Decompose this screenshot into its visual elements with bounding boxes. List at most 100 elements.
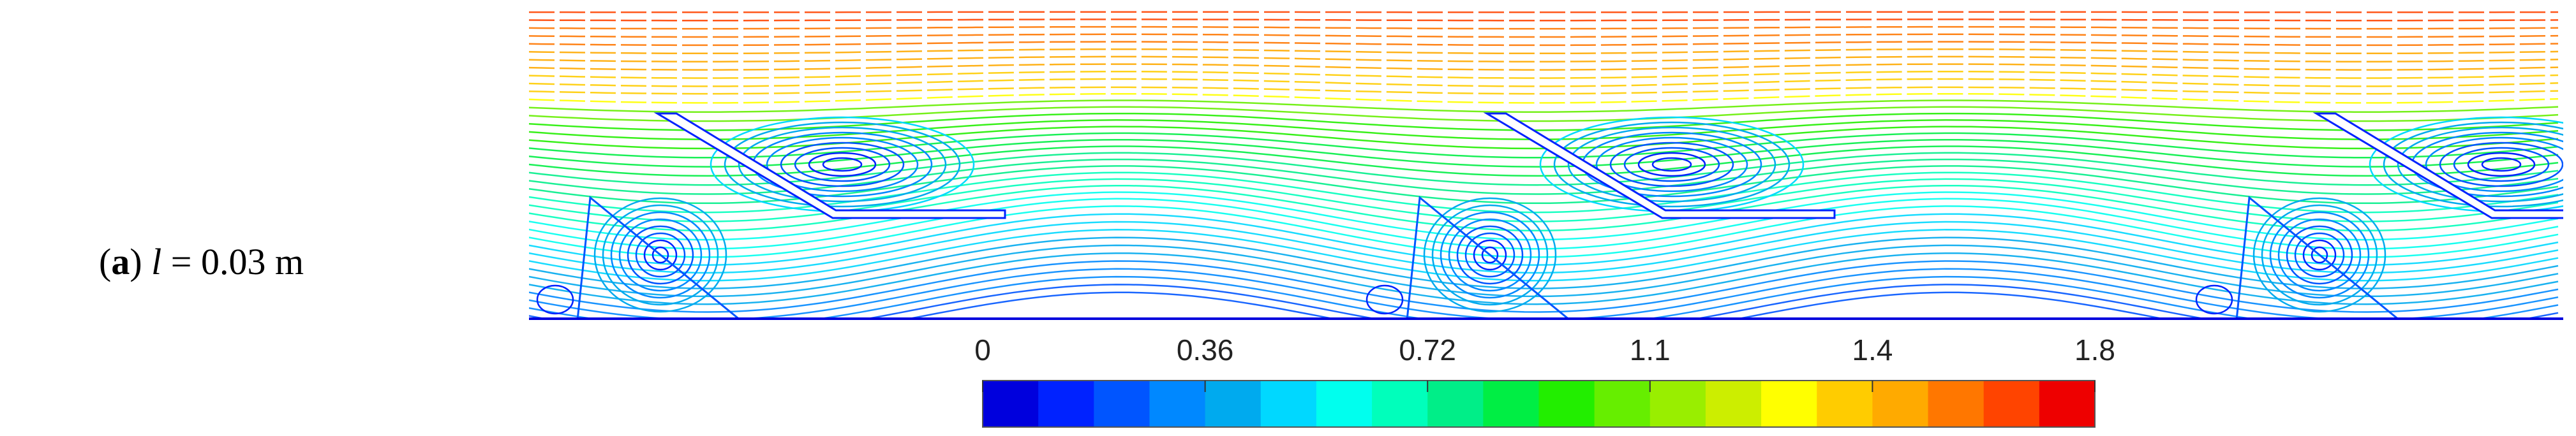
streamline (529, 191, 2559, 241)
vortex (2252, 197, 2386, 313)
vortex (635, 232, 686, 278)
colorbar-band (1817, 381, 1873, 427)
colorbar-band (1149, 381, 1206, 427)
streamline (529, 213, 2559, 266)
colorbar-band (1427, 381, 1484, 427)
colorbar: 0 0.36 0.72 1.1 1.4 1.8 (974, 333, 2115, 428)
streamline (529, 18, 2559, 22)
vortex (1637, 152, 1706, 177)
vortex (1651, 157, 1692, 172)
tick-label: 1.1 (1630, 333, 1671, 367)
colorbar-band (1205, 381, 1262, 427)
vortex (618, 218, 703, 292)
streamline (529, 138, 2559, 168)
streamline (529, 92, 2559, 104)
panel-label: (a) l = 0.03 m (99, 241, 304, 282)
vortex (2277, 218, 2362, 292)
vortex (610, 211, 711, 299)
vortex (0, 143, 74, 186)
streamline (529, 106, 2559, 122)
colorbar-band (1649, 381, 1706, 427)
vortex (2383, 121, 2563, 208)
label-part: ) (130, 241, 151, 282)
tick-label: 0.72 (1399, 333, 1456, 367)
vortex (766, 136, 919, 193)
colorbar-band (1260, 381, 1317, 427)
vortex (2269, 211, 2370, 299)
vortex (627, 225, 694, 285)
streamline (529, 63, 2559, 71)
vortex (0, 148, 60, 181)
vortex (738, 126, 947, 203)
streamline (529, 260, 2559, 313)
streamline (529, 205, 2559, 258)
baffle (653, 112, 1006, 219)
colorbar-band (1483, 381, 1539, 427)
streamline (529, 33, 2559, 38)
vortex (0, 158, 32, 171)
colorbar-band (983, 381, 1039, 427)
colorbar-band (2039, 381, 2096, 427)
vortex (0, 133, 102, 196)
streamline (529, 99, 2559, 113)
streamline (529, 11, 2559, 13)
vortex (1440, 211, 1540, 299)
vortex (1456, 225, 1524, 285)
streamline (529, 126, 2559, 150)
tick-label: 0.36 (1177, 333, 1234, 367)
vortex (1448, 218, 1532, 292)
vortex (1423, 197, 1557, 313)
vortex (2294, 232, 2345, 278)
colorbar-band (1983, 381, 2040, 427)
vortex (2261, 204, 2378, 306)
tick-label: 1.8 (2074, 333, 2115, 367)
vortex (1567, 126, 1776, 203)
colorbar-band (1038, 381, 1094, 427)
vortex (0, 153, 46, 176)
colorbar-band (1538, 381, 1595, 427)
streamline (529, 165, 2559, 205)
streamline (529, 86, 2559, 95)
colorbar-band (1761, 381, 1817, 427)
baffle (2312, 112, 2563, 219)
vortex (602, 204, 719, 306)
corner-vortex (2195, 284, 2233, 315)
baffle (1483, 112, 1836, 219)
vortex (1609, 142, 1734, 187)
colorbar-band (1594, 381, 1651, 427)
label-part: ( (99, 241, 111, 282)
vortex (794, 147, 891, 182)
vortex (1464, 232, 1515, 278)
colorbar-band (1872, 381, 1929, 427)
vortex (1623, 147, 1720, 182)
vortex (2302, 239, 2337, 271)
vortex (1481, 246, 1499, 264)
streamline (529, 244, 2559, 298)
streamline (529, 198, 2559, 250)
vortex (1473, 239, 1507, 271)
streamline (529, 78, 2559, 87)
streamline (529, 229, 2559, 282)
vortex (1553, 121, 1791, 208)
streamline (529, 252, 2559, 305)
vortex (1595, 136, 1748, 193)
corner-vortex (1366, 284, 1404, 315)
streamline (529, 71, 2559, 79)
vortex (808, 152, 877, 177)
vortex (2311, 246, 2328, 264)
vortex (822, 157, 863, 172)
vortex (2467, 152, 2536, 177)
tick-label: 1.4 (1852, 333, 1893, 367)
streamline (529, 275, 2559, 320)
vortex (0, 117, 144, 212)
bump (1406, 196, 1572, 320)
colorbar-frame (982, 380, 2096, 428)
vortex (2453, 147, 2550, 182)
label-part: a (111, 241, 130, 282)
vortex (0, 122, 130, 207)
streamline (529, 171, 2559, 214)
streamline (529, 41, 2559, 47)
bump (2235, 196, 2401, 320)
